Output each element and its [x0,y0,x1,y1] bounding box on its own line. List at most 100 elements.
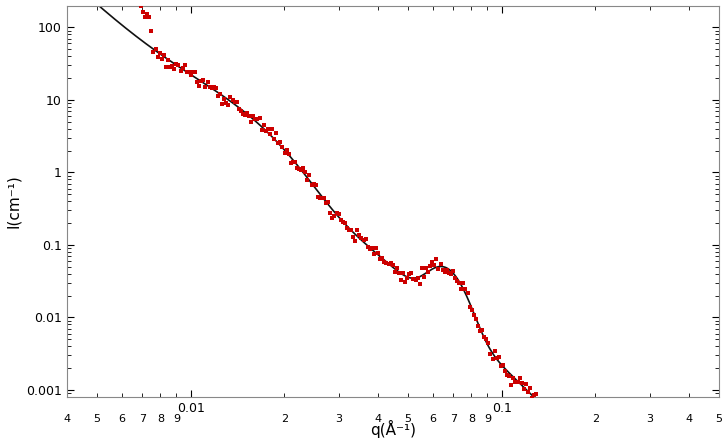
Point [376,254,388,261]
Point [493,354,505,361]
Point [279,149,290,156]
Point [187,69,199,76]
Point [429,262,440,269]
Point [400,278,411,285]
Point [356,235,368,242]
Point [495,363,507,370]
Point [372,250,384,257]
Point [480,336,492,343]
Point [212,93,223,100]
Point [131,0,143,8]
Point [225,94,237,101]
Text: 2: 2 [281,414,288,424]
Point [270,130,282,137]
Point [526,395,538,402]
Point [357,237,369,244]
Point [231,99,242,106]
Point [368,251,380,258]
Point [139,13,151,20]
Point [206,85,218,92]
Point [146,27,157,34]
Point [545,406,557,413]
Point [287,159,298,166]
Point [393,270,405,277]
Point [532,399,544,406]
Point [539,408,550,415]
Point [337,218,349,226]
Point [119,0,130,7]
Point [383,260,395,267]
Point [349,238,361,245]
Point [240,111,251,119]
Point [414,280,426,287]
Text: 6: 6 [118,414,125,424]
Point [318,195,330,202]
Point [389,268,400,275]
Point [129,0,141,8]
Point [451,277,463,284]
Point [405,270,417,277]
Point [312,194,324,201]
Text: 2: 2 [592,414,598,424]
Point [416,264,427,271]
Point [341,225,353,232]
Point [464,303,475,310]
Point [574,430,586,437]
Point [272,139,284,147]
Point [560,437,571,444]
Point [576,440,587,444]
Point [323,198,334,206]
Point [214,91,226,98]
Point [243,112,255,119]
Point [194,83,205,90]
Point [430,255,442,262]
Point [503,373,515,380]
Point [175,67,186,74]
Text: 3: 3 [336,414,342,424]
Point [512,378,523,385]
Point [435,260,446,267]
Point [432,266,444,273]
Point [304,171,315,178]
Point [456,285,467,293]
Point [141,10,153,17]
Point [568,431,579,438]
Point [485,350,496,357]
Point [252,115,264,123]
Point [260,127,272,135]
Point [420,264,432,271]
Point [241,110,253,117]
Point [491,355,502,362]
Point [553,423,565,430]
Text: 9: 9 [484,414,491,424]
Point [221,99,232,107]
Point [555,423,567,430]
Point [277,144,288,151]
Point [250,116,261,123]
Point [154,50,165,57]
Point [505,381,517,388]
Point [385,259,397,266]
Point [325,210,336,217]
Point [510,378,521,385]
Point [339,220,351,227]
Point [437,266,448,274]
Point [333,211,344,218]
Point [245,119,257,126]
Point [335,217,347,224]
Point [476,326,488,333]
Point [439,268,451,275]
Point [534,401,546,408]
Point [424,262,436,269]
Text: 4: 4 [685,414,692,424]
Point [162,57,174,64]
Point [179,62,191,69]
Point [570,443,582,444]
Text: 5: 5 [93,414,100,424]
Y-axis label: I(cm⁻¹): I(cm⁻¹) [6,174,20,228]
Point [403,270,415,277]
Point [298,165,309,172]
Point [422,269,434,276]
Point [379,258,390,265]
Point [127,0,138,1]
